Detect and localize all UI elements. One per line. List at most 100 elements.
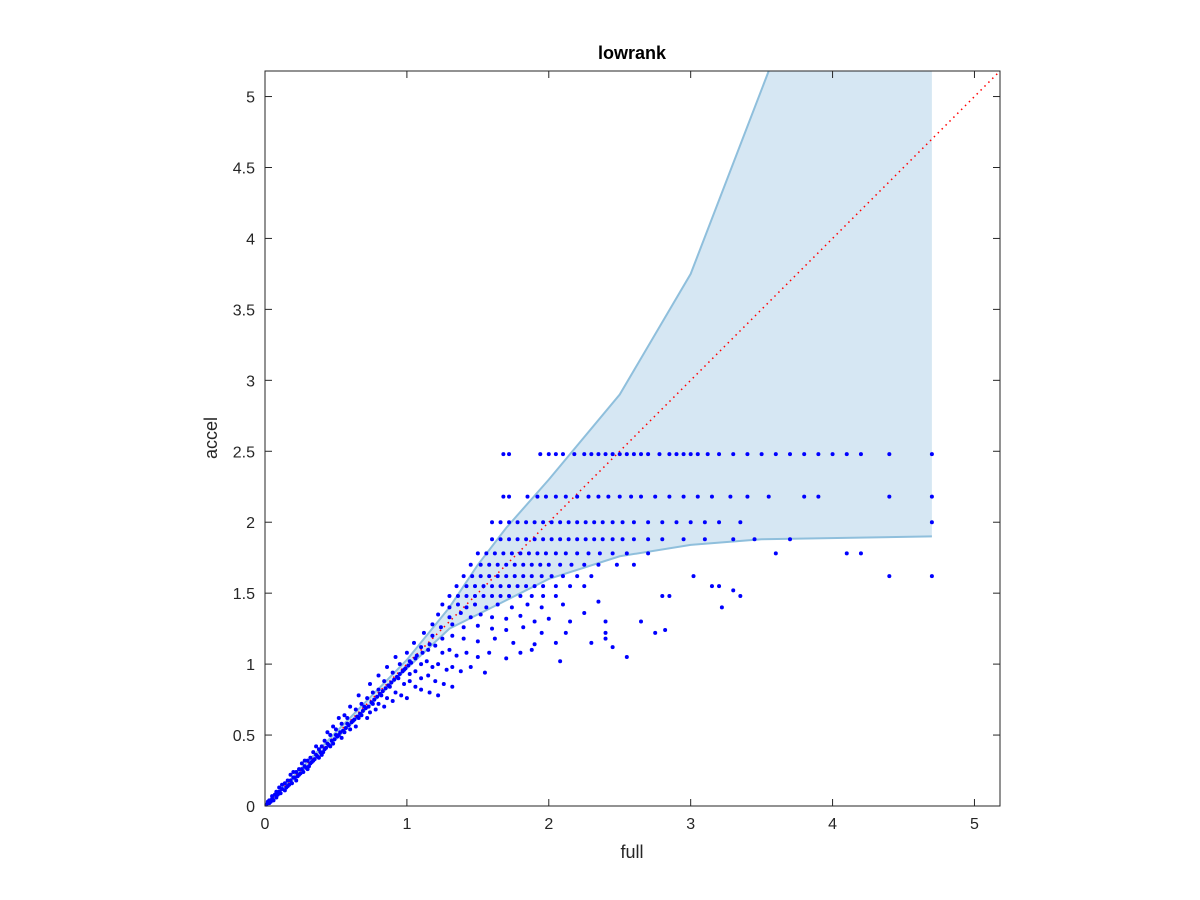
data-point — [294, 769, 299, 774]
data-point — [788, 452, 792, 457]
data-point — [603, 636, 608, 641]
data-point — [315, 754, 320, 759]
data-point — [289, 781, 294, 786]
data-point — [365, 716, 370, 721]
data-point — [501, 551, 506, 556]
data-point — [589, 574, 594, 579]
data-point — [610, 520, 615, 525]
data-point — [345, 716, 350, 721]
data-point — [419, 687, 424, 692]
data-point — [403, 666, 408, 671]
data-point — [478, 562, 483, 567]
data-point — [532, 520, 537, 525]
data-point — [575, 520, 580, 525]
data-point — [667, 494, 672, 499]
data-point — [526, 551, 531, 556]
data-point — [538, 562, 543, 567]
data-point — [509, 605, 514, 610]
data-point — [521, 574, 526, 579]
data-point — [717, 452, 722, 457]
confidence-band — [264, 70, 932, 807]
chart-title: lowrank — [598, 43, 667, 63]
data-point — [759, 452, 764, 457]
data-point — [454, 584, 459, 589]
data-point — [624, 551, 629, 556]
data-point — [653, 494, 658, 499]
data-point — [529, 647, 534, 652]
data-point — [596, 494, 601, 499]
data-point — [450, 664, 455, 669]
data-point — [752, 537, 757, 542]
data-point — [535, 551, 540, 556]
data-point — [368, 710, 372, 715]
data-point — [383, 686, 388, 691]
data-point — [653, 630, 658, 635]
y-tick-label: 1.5 — [233, 586, 255, 603]
data-point — [667, 452, 672, 457]
data-point — [553, 594, 558, 598]
data-point — [802, 452, 807, 457]
data-point — [430, 622, 435, 627]
data-point — [603, 630, 608, 635]
x-tick-label: 4 — [828, 816, 837, 833]
data-point — [413, 684, 418, 689]
data-point — [385, 664, 390, 669]
data-point — [366, 704, 371, 709]
data-point — [518, 650, 523, 655]
data-point — [355, 714, 360, 719]
data-point — [468, 615, 473, 620]
data-point — [348, 704, 353, 709]
data-point — [563, 551, 568, 556]
data-point — [498, 584, 503, 589]
data-point — [563, 494, 568, 499]
y-axis-label: accel — [201, 417, 221, 459]
data-point — [339, 735, 344, 740]
data-point — [572, 452, 577, 457]
y-tick-label: 2 — [246, 515, 255, 532]
data-point — [539, 630, 544, 635]
data-point — [353, 724, 358, 729]
data-point — [487, 562, 492, 567]
data-point — [332, 737, 337, 742]
data-point — [624, 452, 629, 457]
data-point — [302, 758, 307, 763]
data-point — [569, 562, 574, 567]
band-upper-edge — [264, 70, 770, 807]
data-point — [360, 708, 365, 713]
data-point — [624, 655, 629, 660]
data-point — [297, 767, 302, 772]
x-tick-label: 5 — [970, 816, 979, 833]
data-point — [620, 537, 625, 542]
data-point — [436, 693, 441, 698]
data-point — [858, 551, 863, 556]
data-point — [440, 650, 445, 655]
data-point — [473, 602, 477, 607]
data-point — [390, 670, 395, 675]
data-point — [525, 494, 530, 499]
y-tick-label: 3.5 — [233, 302, 255, 319]
data-point — [738, 594, 743, 598]
data-point — [450, 684, 455, 689]
data-point — [538, 452, 543, 457]
data-point — [617, 452, 622, 457]
data-point — [582, 611, 587, 616]
data-point — [487, 574, 492, 579]
data-point — [929, 452, 934, 457]
data-point — [464, 594, 469, 598]
data-point — [458, 611, 463, 616]
data-point — [745, 494, 750, 499]
data-point — [532, 619, 537, 624]
data-point — [382, 679, 387, 684]
data-point — [575, 551, 580, 556]
x-tick-label: 1 — [402, 816, 411, 833]
data-point — [455, 602, 460, 607]
data-point — [541, 584, 546, 589]
data-point — [325, 730, 330, 735]
data-point — [816, 452, 821, 457]
data-point — [447, 605, 452, 610]
data-point — [560, 602, 565, 607]
data-point — [844, 452, 849, 457]
data-point — [660, 537, 665, 542]
data-point — [380, 689, 385, 694]
data-point — [346, 723, 351, 728]
